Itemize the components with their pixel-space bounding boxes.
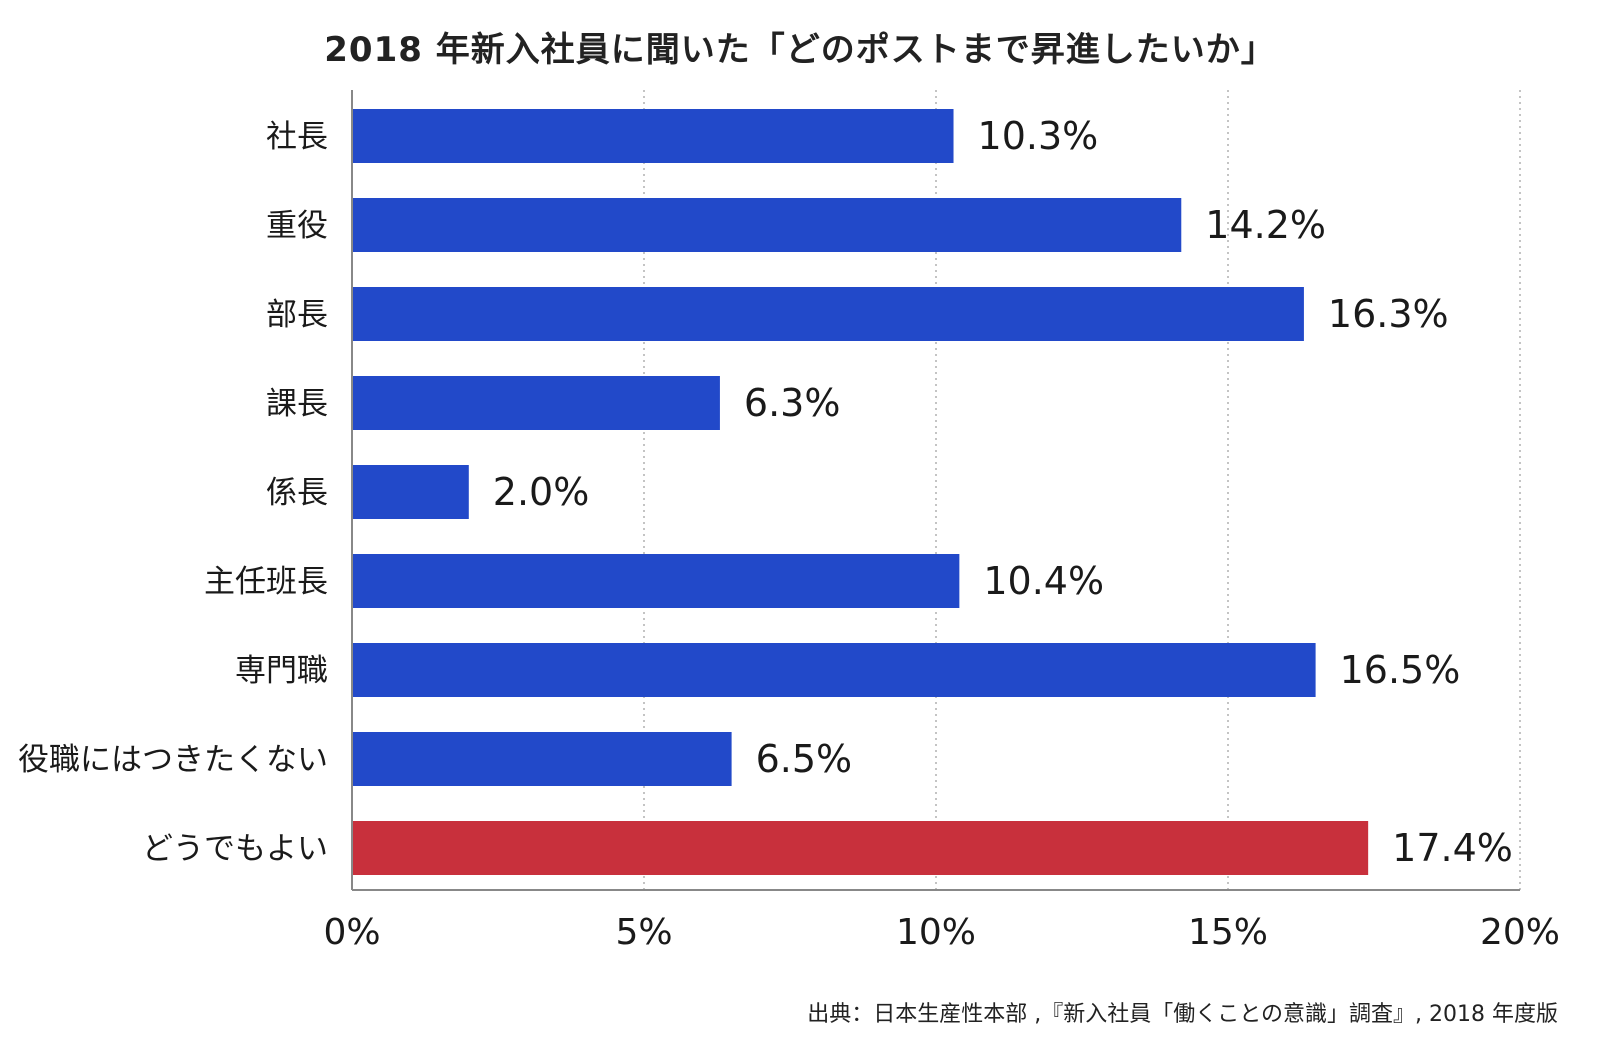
- bar-0: [352, 109, 954, 163]
- value-label-4: 2.0%: [493, 470, 590, 514]
- x-tick-label-2: 10%: [896, 912, 976, 953]
- value-label-2: 16.3%: [1328, 292, 1449, 336]
- value-label-1: 14.2%: [1205, 203, 1326, 247]
- category-label-7: 役職にはつきたくない: [18, 742, 328, 778]
- bar-2: [352, 287, 1304, 341]
- bar-8: [352, 821, 1369, 875]
- value-label-7: 6.5%: [756, 737, 853, 781]
- value-labels: 10.3% 14.2% 16.3% 6.3% 2.0% 10.4% 16.5% 6.5% 17.…: [493, 114, 1513, 870]
- source-note: 出典：日本生産性本部 ,『新入社員「働くことの意識」調査』, 2018 年度版: [807, 1002, 1558, 1027]
- category-label-8: どうでもよい: [142, 831, 328, 867]
- bar-6: [352, 643, 1316, 697]
- value-label-8: 17.4%: [1392, 826, 1513, 870]
- category-label-5: 主任班長: [204, 564, 328, 600]
- x-tick-label-1: 5%: [615, 912, 672, 953]
- bar-4: [352, 465, 469, 519]
- value-label-3: 6.3%: [744, 381, 841, 425]
- bars: [352, 109, 1369, 875]
- category-label-4: 係長: [266, 475, 328, 511]
- x-tick-label-3: 15%: [1188, 912, 1268, 953]
- chart-title: 2018 年新入社員に聞いた「どのポストまで昇進したいか」: [324, 30, 1276, 70]
- value-label-5: 10.4%: [983, 559, 1104, 603]
- value-label-0: 10.3%: [978, 114, 1099, 158]
- axes: [351, 90, 1520, 891]
- category-label-6: 専門職: [235, 653, 328, 689]
- category-label-0: 社長: [266, 119, 328, 155]
- x-tick-label-0: 0%: [323, 912, 380, 953]
- x-tick-labels: 0% 5% 10% 15% 20%: [323, 912, 1560, 953]
- bar-3: [352, 376, 720, 430]
- category-label-2: 部長: [266, 297, 328, 333]
- category-label-1: 重役: [266, 208, 328, 244]
- bar-7: [352, 732, 732, 786]
- x-tick-label-4: 20%: [1480, 912, 1560, 953]
- category-label-3: 課長: [266, 386, 328, 422]
- value-label-6: 16.5%: [1340, 648, 1461, 692]
- bar-5: [352, 554, 960, 608]
- bar-1: [352, 198, 1182, 252]
